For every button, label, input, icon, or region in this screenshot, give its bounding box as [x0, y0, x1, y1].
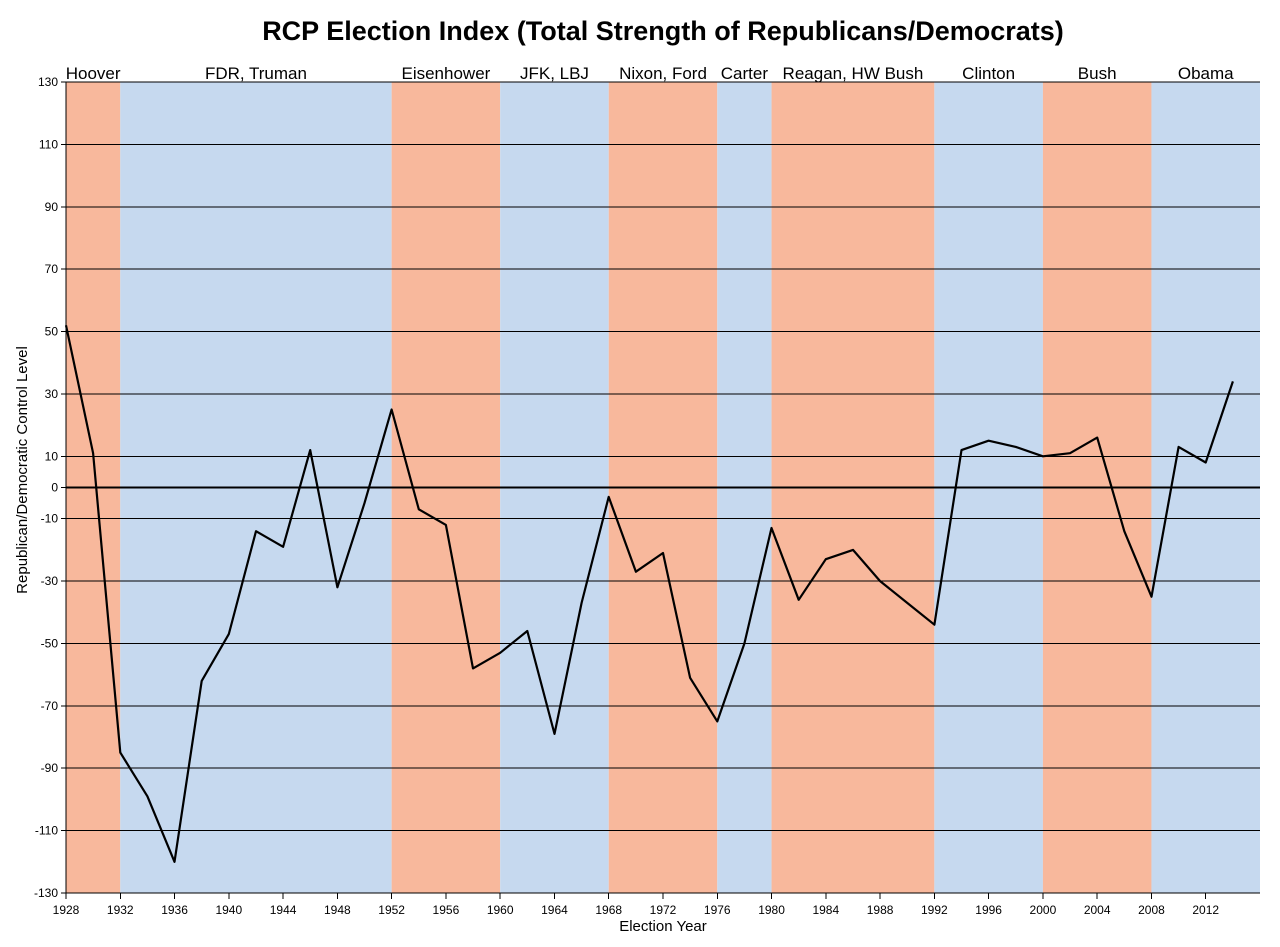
chart-title: RCP Election Index (Total Strength of Re… [262, 16, 1064, 46]
era-label-7: Clinton [962, 64, 1015, 83]
x-tick-label-21: 2012 [1192, 903, 1219, 917]
y-tick-label-2: 90 [45, 200, 59, 214]
x-tick-label-10: 1968 [595, 903, 622, 917]
era-label-4: Nixon, Ford [619, 64, 707, 83]
y-tick-label-12: -90 [41, 761, 59, 775]
y-axis-label: Republican/Democratic Control Level [14, 346, 31, 594]
data-series [64, 325, 1234, 863]
x-tick-label-15: 1988 [867, 903, 894, 917]
x-tick-label-8: 1960 [487, 903, 514, 917]
series-line-0 [64, 325, 1234, 863]
era-labels: Hoover FDR, Truman Eisenhower JFK, LBJ Nixon… [66, 64, 1234, 83]
x-tick-label-1: 1932 [107, 903, 134, 917]
era-label-9: Obama [1178, 64, 1234, 83]
y-tick-label-5: 30 [45, 387, 59, 401]
y-tick-label-1: 110 [39, 137, 58, 151]
x-tick-label-18: 2000 [1030, 903, 1057, 917]
y-tick-label-4: 50 [45, 325, 59, 339]
y-tick-label-0: 130 [38, 75, 58, 89]
y-tick-label-13: -110 [35, 824, 58, 838]
x-tick-label-7: 1956 [433, 903, 460, 917]
y-tick-label-11: -70 [41, 699, 59, 713]
y-tick-label-10: -50 [41, 636, 59, 650]
x-tick-label-2: 1936 [161, 903, 188, 917]
era-label-0: Hoover [66, 64, 121, 83]
y-tick-label-8: -10 [41, 512, 59, 526]
x-tick-label-5: 1948 [324, 903, 351, 917]
x-tick-label-0: 1928 [53, 903, 80, 917]
x-tick-label-13: 1980 [758, 903, 785, 917]
x-tick-label-6: 1952 [378, 903, 405, 917]
x-tick-label-20: 2008 [1138, 903, 1165, 917]
y-tick-label-7: 0 [51, 481, 58, 495]
x-axis-label: Election Year [619, 918, 707, 935]
x-tick-label-12: 1976 [704, 903, 731, 917]
era-label-5: Carter [721, 64, 769, 83]
y-tick-label-9: -30 [41, 574, 59, 588]
era-label-2: Eisenhower [401, 64, 490, 83]
x-tick-label-17: 1996 [975, 903, 1002, 917]
era-label-3: JFK, LBJ [520, 64, 589, 83]
x-tick-label-3: 1940 [215, 903, 242, 917]
x-tick-label-14: 1984 [812, 903, 839, 917]
x-tick-label-11: 1972 [650, 903, 677, 917]
x-tick-label-4: 1944 [270, 903, 297, 917]
x-tick-label-9: 1964 [541, 903, 568, 917]
axes: 130 110 90 70 50 30 10 0 -10 -30 -50 -70 -90 -110 -130… [34, 75, 1260, 917]
era-label-1: FDR, Truman [205, 64, 307, 83]
y-tick-label-14: -130 [34, 886, 58, 900]
x-tick-label-19: 2004 [1084, 903, 1111, 917]
x-tick-label-16: 1992 [921, 903, 948, 917]
y-tick-label-3: 70 [45, 262, 59, 276]
era-label-8: Bush [1078, 64, 1117, 83]
era-label-6: Reagan, HW Bush [783, 64, 924, 83]
y-tick-label-6: 10 [45, 449, 59, 463]
